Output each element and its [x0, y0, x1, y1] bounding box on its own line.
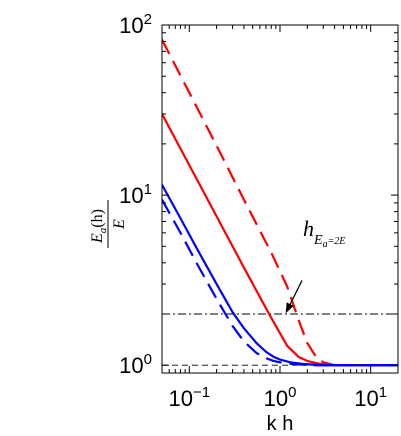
reference-lines	[162, 313, 398, 366]
series-line-3	[162, 184, 398, 367]
annotation-arrow	[285, 280, 303, 314]
plot-background	[162, 25, 398, 373]
y-tick-label: 102	[119, 11, 152, 38]
series-layer	[162, 39, 398, 367]
svg-text:Ea(h): Ea(h)	[89, 209, 109, 244]
y-label-denominator: E	[111, 219, 128, 230]
series-line-4	[162, 199, 398, 367]
annotation-sub-rest: =2E	[328, 236, 346, 247]
plot-frame	[161, 24, 399, 374]
x-tick-labels: 10−1 100 101	[169, 384, 388, 411]
y-axis-label: Ea(h) E	[89, 200, 128, 248]
x-tick-label: 101	[354, 384, 387, 411]
x-tick-label: 10−1	[169, 384, 211, 411]
annotation: hEa=2E	[285, 216, 345, 314]
y-tick-label: 101	[119, 181, 152, 208]
y-label-numerator-arg: (h)	[89, 209, 106, 228]
y-label-numerator-sub: a	[97, 227, 109, 233]
x-axis-label: k h	[267, 413, 294, 435]
y-tick-label: 100	[119, 351, 152, 378]
annotation-sub-sub: a	[323, 239, 328, 250]
svg-text:hEa=2E: hEa=2E	[303, 216, 345, 250]
y-label-numerator: E	[89, 233, 106, 244]
x-tick-label: 100	[264, 384, 297, 411]
annotation-symbol: h	[303, 216, 314, 241]
y-tick-labels: 100 101 102	[119, 11, 152, 378]
annotation-sub-main: E	[313, 233, 323, 248]
